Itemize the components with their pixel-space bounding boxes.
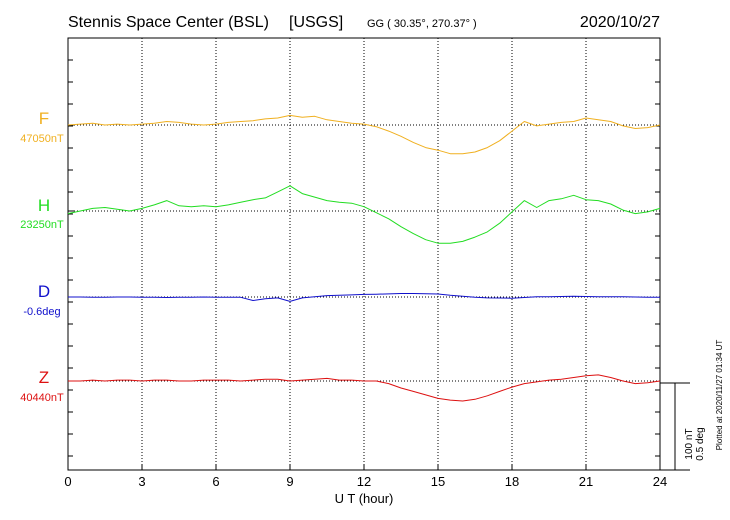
x-axis-label: U T (hour) [335,491,394,506]
series-baseline-f: 47050nT [20,133,64,145]
x-tick-label: 21 [579,474,593,489]
coords-label: GG ( 30.35°, 270.37° ) [367,18,477,30]
series-line-z [68,374,661,402]
series-baseline-h: 23250nT [20,219,64,231]
scale-bar-nt-label: 100 nT [684,428,695,459]
series-baseline-z: 40440nT [20,392,64,404]
x-tick-labels: 0 3 6 9 12 15 18 21 24 [64,474,667,489]
x-tick-label: 9 [286,474,293,489]
series-lines [67,114,661,402]
network-label: [USGS] [289,14,343,31]
series-name-d: D [38,282,50,301]
x-tick-label: 12 [357,474,371,489]
series-name-f: F [39,109,49,128]
series-labels: F 47050nT H 23250nT D -0.6deg Z 40440nT [20,109,64,404]
series-line-d [68,293,661,302]
scale-bar-deg-label: 0.5 deg [695,427,706,460]
x-tick-label: 6 [212,474,219,489]
date-label: 2020/10/27 [580,14,660,31]
scale-bar: 100 nT 0.5 deg [660,382,706,471]
series-line-f [67,114,661,155]
plotted-at-note: Plotted at 2020/11/27 01:34 UT [715,340,724,451]
series-name-h: H [38,196,50,215]
grid-lines [141,38,587,470]
x-tick-label: 15 [431,474,445,489]
x-tick-label: 3 [138,474,145,489]
x-ticks [67,37,661,470]
station-title: Stennis Space Center (BSL) [68,14,269,31]
series-baseline-d: -0.6deg [23,306,60,318]
x-tick-label: 24 [653,474,667,489]
x-tick-label: 0 [64,474,71,489]
series-name-z: Z [39,368,49,387]
series-line-h [67,185,661,244]
baseline-lines [68,124,660,382]
x-tick-label: 18 [505,474,519,489]
